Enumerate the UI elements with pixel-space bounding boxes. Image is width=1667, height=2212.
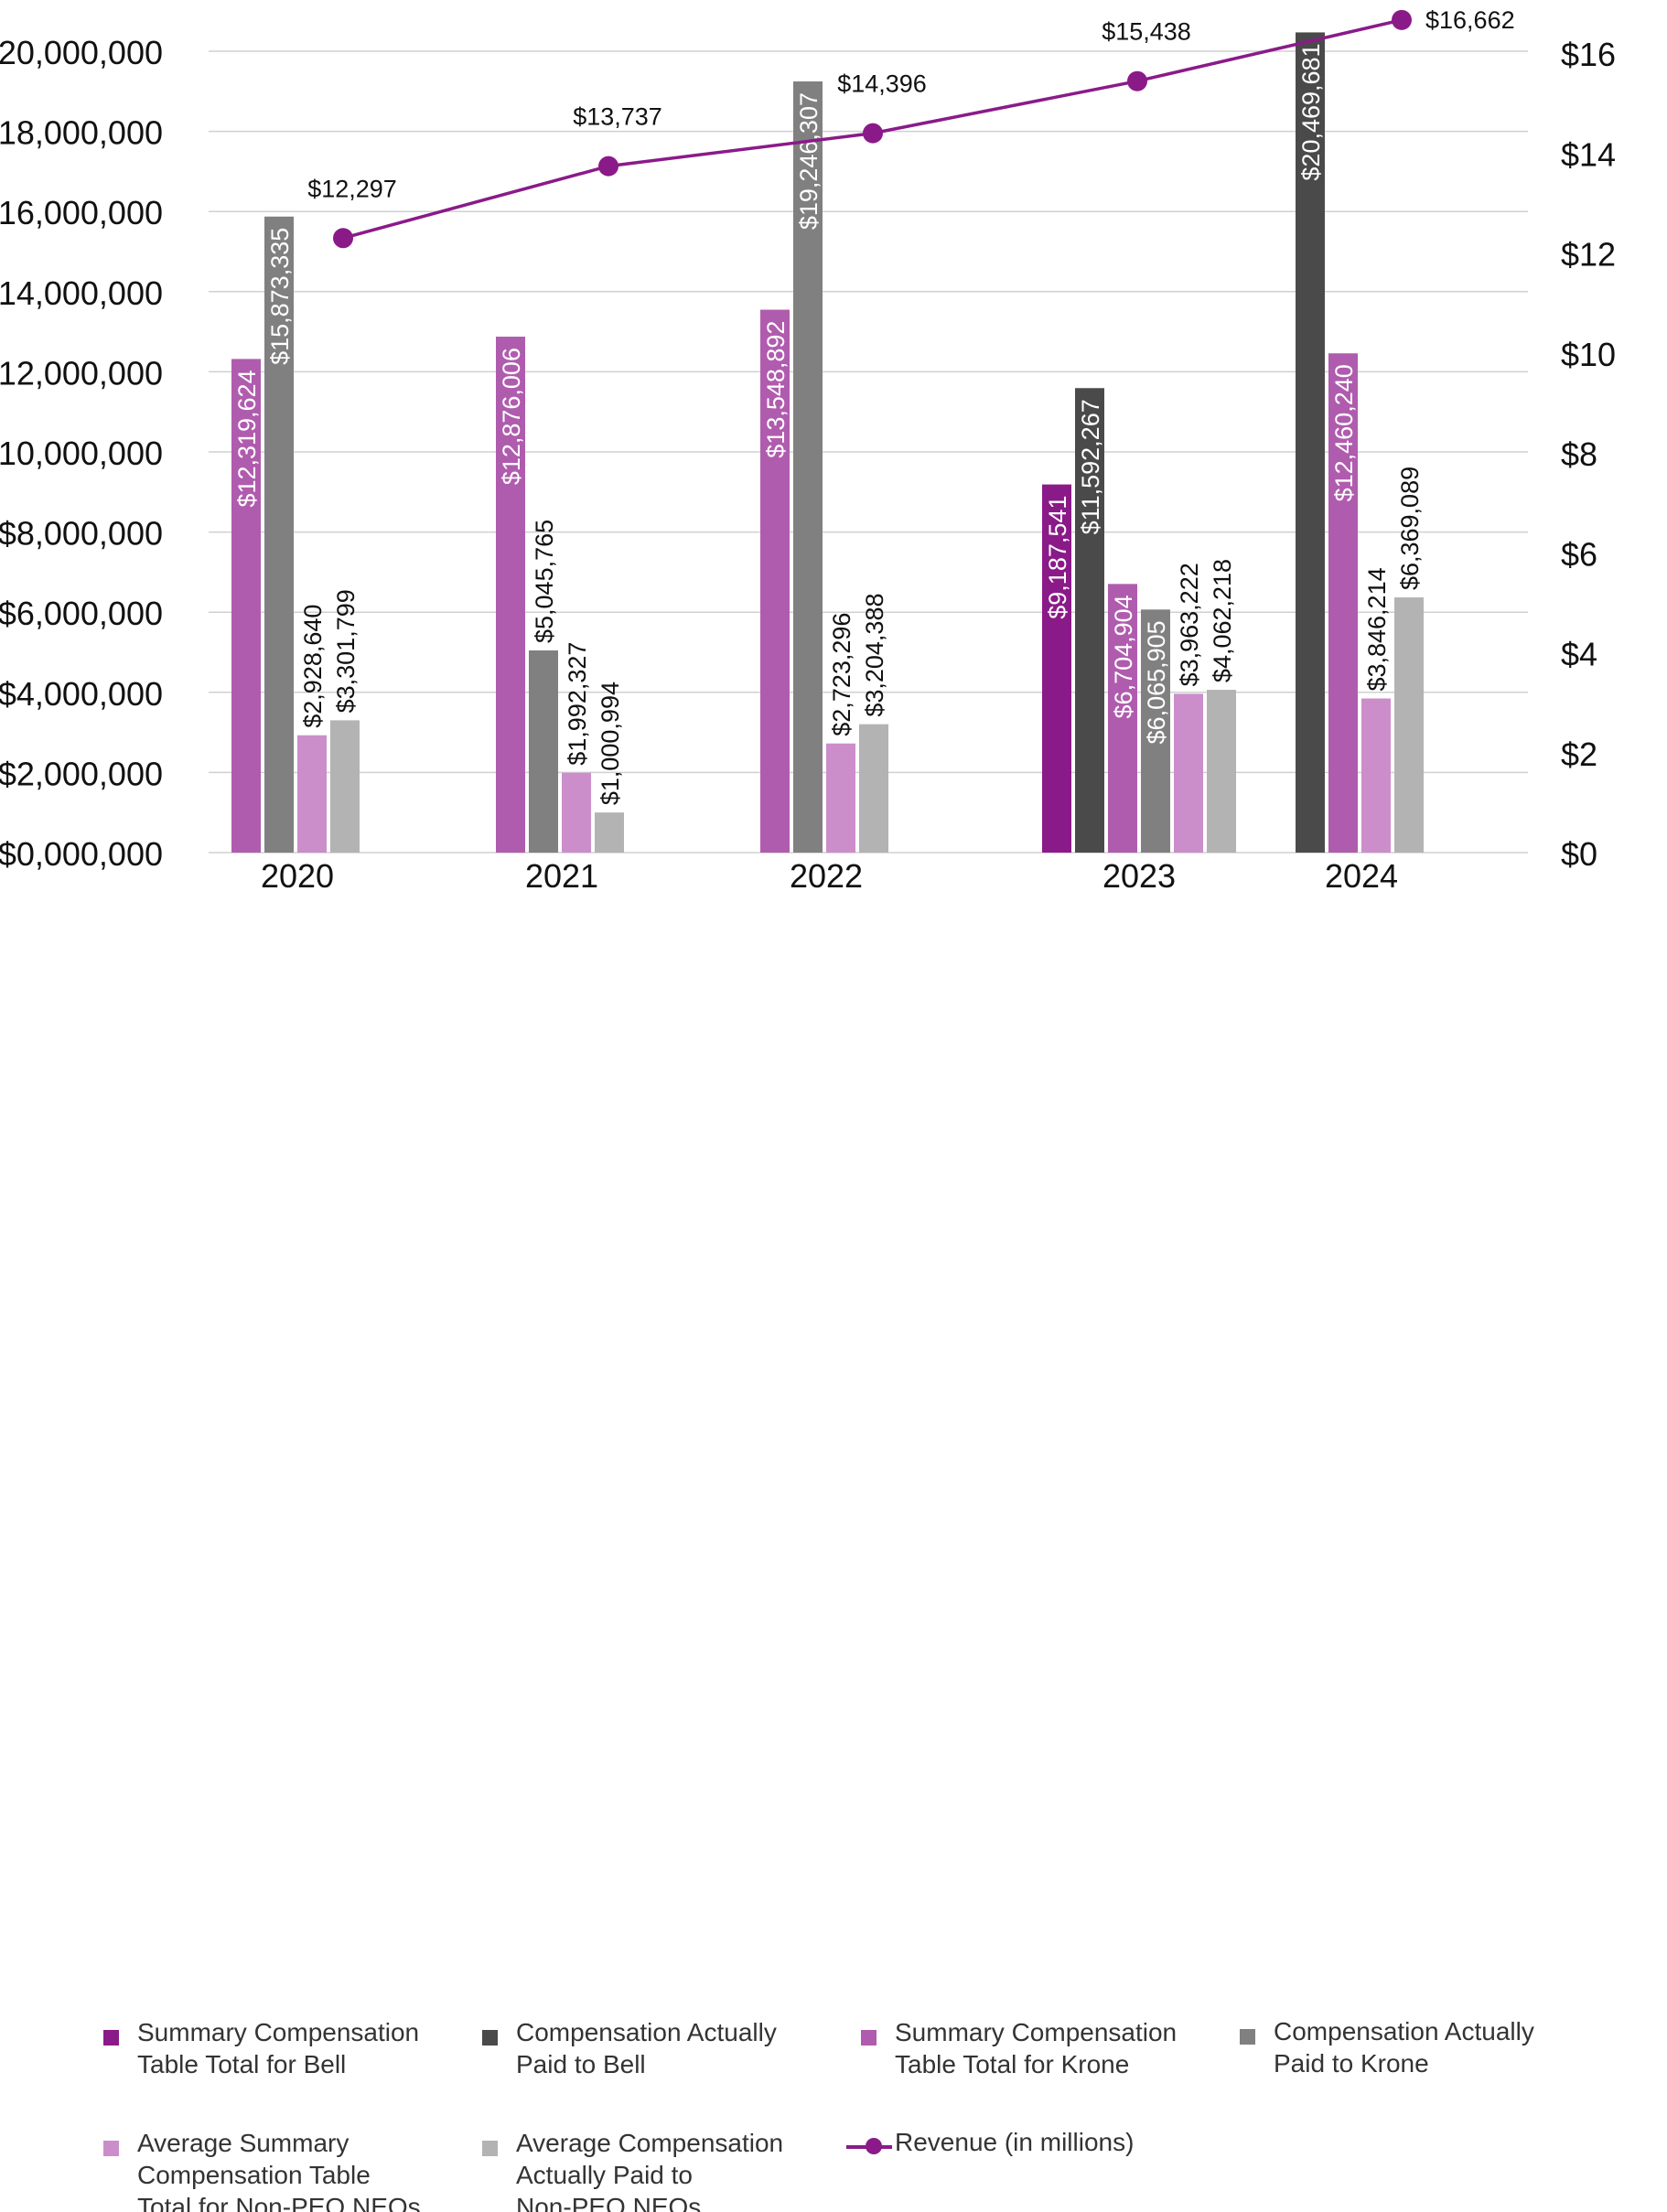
bar	[793, 81, 823, 853]
revenue-point	[1127, 70, 1147, 91]
data-label: $12,876,006	[498, 348, 525, 485]
y-tick-label: $16,000,000	[0, 194, 163, 231]
legend-swatch	[1240, 2029, 1255, 2045]
data-label: $6,369,089	[1396, 467, 1424, 590]
bar	[1207, 690, 1236, 853]
legend-swatch	[861, 2030, 877, 2046]
y-tick-label: $2,000,000	[0, 755, 163, 792]
y2-tick-label: $12	[1561, 236, 1616, 274]
bar	[562, 772, 591, 853]
data-label: $12,460,240	[1330, 364, 1358, 501]
bar	[1296, 32, 1325, 853]
y-tick-label: $0,000,000	[0, 835, 163, 873]
legend-swatch	[103, 2030, 119, 2046]
data-label: $2,723,296	[828, 613, 855, 736]
legend-label: Average Compensation Actually Paid to No…	[516, 2129, 784, 2212]
revenue-label: $13,737	[573, 103, 662, 131]
data-label: $1,000,994	[597, 682, 624, 805]
revenue-label: $14,396	[837, 70, 927, 98]
legend-label: Compensation Actually Paid to Krone	[1274, 2017, 1534, 2078]
bar	[1042, 484, 1071, 853]
y-tick-label: $20,000,000	[0, 34, 163, 71]
data-label: $9,187,541	[1044, 496, 1071, 619]
y-tick-label: $14,000,000	[0, 274, 163, 312]
data-label: $3,301,799	[332, 589, 360, 713]
bar	[1328, 353, 1358, 854]
y2-tick-label: $14	[1561, 135, 1616, 173]
y2-tick-label: $6	[1561, 535, 1597, 573]
y-tick-label: $12,000,000	[0, 354, 163, 392]
y2-tick-label: $4	[1561, 636, 1597, 673]
bar	[330, 720, 360, 853]
data-label: $6,704,904	[1110, 595, 1137, 718]
y2-tick-label: $8	[1561, 435, 1597, 473]
y-tick-label: $18,000,000	[0, 114, 163, 152]
bar	[1174, 693, 1203, 853]
revenue-point	[333, 228, 353, 249]
y-tick-label: $8,000,000	[0, 515, 163, 553]
bar	[1361, 698, 1391, 853]
data-label: $13,548,892	[762, 321, 790, 458]
revenue-point	[598, 156, 618, 177]
y2-tick-label: $2	[1561, 736, 1597, 773]
legend-label: Compensation Actually Paid to Bell	[516, 2018, 777, 2078]
y-tick-label: $4,000,000	[0, 675, 163, 713]
chart-plot: $0,000,000 $2,000,000 $4,000,000 $6,000,000…	[0, 6, 1616, 895]
chart: $0,000,000 $2,000,000 $4,000,000 $6,000,000…	[0, 6, 1616, 2212]
bar	[1141, 609, 1170, 853]
bar	[297, 735, 327, 853]
y2-tick-label: $10	[1561, 336, 1616, 373]
bar	[529, 650, 558, 853]
revenue-label: $12,297	[307, 175, 397, 202]
y-tick-label: $6,000,000	[0, 595, 163, 632]
bar	[1108, 584, 1137, 853]
bar	[595, 812, 624, 853]
data-label: $4,062,218	[1209, 559, 1236, 682]
bar	[231, 359, 261, 853]
revenue-point	[1392, 9, 1412, 30]
revenue-point	[863, 123, 883, 144]
x-tick-label: 2022	[790, 857, 863, 895]
revenue-label: $16,662	[1425, 6, 1515, 34]
y2-tick-label: $0	[1561, 835, 1597, 873]
data-label: $12,319,624	[233, 370, 261, 507]
x-tick-label: 2024	[1325, 857, 1398, 895]
data-label: $2,928,640	[299, 605, 327, 728]
y2-tick-label: $16	[1561, 36, 1616, 73]
x-tick-label: 2023	[1102, 857, 1176, 895]
legend-dot	[866, 2138, 882, 2154]
x-tick-label: 2021	[525, 857, 598, 895]
bar	[264, 216, 294, 853]
y-tick-label: $10,000,000	[0, 435, 163, 472]
data-label: $3,204,388	[861, 594, 888, 717]
bar	[826, 743, 855, 853]
legend-label: Summary Compensation Table Total for Bel…	[137, 2018, 420, 2078]
bar	[859, 724, 888, 853]
data-label: $15,873,335	[266, 228, 294, 365]
legend-swatch	[103, 2141, 119, 2156]
data-label: $20,469,681	[1297, 43, 1325, 180]
bar	[1075, 388, 1104, 853]
bar	[1394, 597, 1424, 853]
legend-label: Summary Compensation Table Total for Kro…	[895, 2018, 1178, 2078]
data-label: $1,992,327	[564, 642, 591, 766]
data-label: $11,592,267	[1077, 399, 1104, 534]
data-label: $5,045,765	[531, 520, 558, 643]
bar	[496, 337, 525, 853]
legend-swatch	[482, 2030, 498, 2046]
data-label: $19,246,307	[795, 92, 823, 230]
legend-label: Revenue (in millions)	[895, 2128, 1135, 2156]
data-label: $3,846,214	[1363, 567, 1391, 691]
legend-swatch	[482, 2141, 498, 2156]
data-label: $3,963,222	[1176, 563, 1203, 686]
bar	[760, 309, 790, 853]
legend-label: Average Summary Compensation Table Total…	[137, 2129, 421, 2212]
x-tick-label: 2020	[261, 857, 334, 895]
revenue-label: $15,438	[1102, 18, 1191, 46]
data-label: $6,065,905	[1143, 620, 1170, 744]
